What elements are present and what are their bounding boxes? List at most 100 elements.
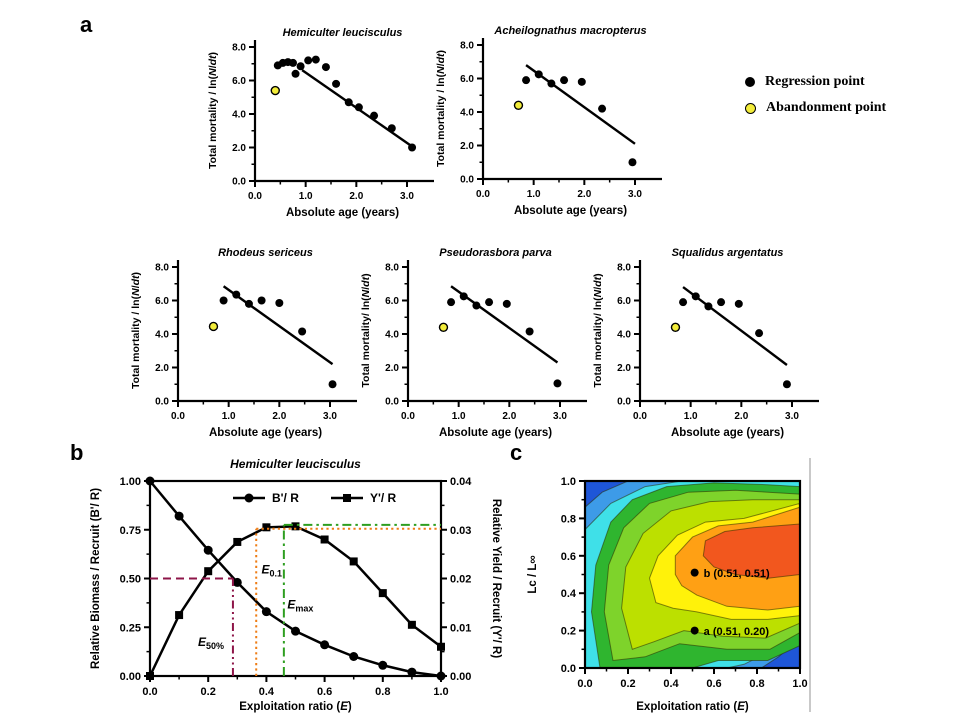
panel-label-b: b (70, 440, 84, 465)
data-point-square (378, 589, 387, 598)
x-tick-label: 2.0 (502, 411, 516, 422)
x-tick-label: 0.0 (171, 411, 185, 422)
regression-point (502, 299, 511, 308)
chart-title: Squalidus argentatus (672, 247, 784, 259)
data-point-square (349, 557, 358, 566)
regression-point (289, 58, 297, 67)
regression-point (704, 302, 713, 311)
x-tick-label: 0.0 (142, 686, 157, 698)
y-axis-label: Total mortality / ln(N/dt) (130, 272, 142, 389)
regression-points (219, 290, 337, 389)
regression-point (291, 69, 300, 78)
axes (176, 260, 357, 403)
chart-title: Hemiculter leucisculus (283, 27, 403, 39)
x-tick-label: 1.0 (222, 411, 236, 422)
x-tick-label: 0.0 (633, 411, 647, 422)
abandonment-point (270, 85, 280, 96)
y-tick-label: 0.4 (561, 588, 577, 600)
y-tick-label: 4.0 (460, 108, 474, 119)
data-point-circle (407, 667, 417, 677)
y-tick-label: 8.0 (385, 263, 399, 274)
y-tick-label: 8.0 (155, 263, 169, 274)
x-tick-label: 1.0 (433, 686, 448, 698)
regression-line (450, 285, 559, 364)
regression-point (244, 299, 253, 308)
regression-point (304, 56, 313, 65)
regression-point (447, 298, 456, 307)
scatter-plot-rhodeus-mortality: 0.0 1.0 2.0 3.0 0.0 2.0 4.0 6.0 8.0 Rhodeus seric… (130, 247, 357, 439)
data-point-square (204, 567, 213, 576)
right-axis-label: Relative Yield / Recruit (Y'/ R) (490, 499, 502, 658)
chart-title: Pseudorasbora parva (439, 247, 552, 259)
chart-acheilognathus-mortality: 0.0 1.0 2.0 3.0 0.0 2.0 4.0 6.0 8.0 Acheilognathu… (433, 24, 668, 219)
x-tick-label: 1.0 (452, 411, 466, 422)
regression-point (354, 103, 363, 112)
abandonment-point (670, 322, 681, 333)
data-point-circle (203, 545, 213, 555)
regression-point-icon (745, 77, 755, 87)
regression-point (717, 298, 726, 307)
x-tick-label: 1.0 (792, 678, 807, 690)
regression-points (522, 70, 637, 167)
y-tick-label: 6.0 (385, 296, 399, 307)
regression-point (547, 79, 556, 88)
regression-point (577, 77, 586, 86)
regression-point (598, 104, 607, 113)
data-point-circle (232, 577, 242, 587)
y-tick-label: 8.0 (232, 43, 246, 54)
scatter-plot-squalidus-mortality: 0.0 1.0 2.0 3.0 0.0 2.0 4.0 6.0 8.0 Squalidus arg… (592, 247, 819, 439)
data-point-circle (436, 671, 446, 681)
chart-pseudorasbora-mortality: 0.0 1.0 2.0 3.0 0.0 2.0 4.0 6.0 8.0 Pseudorasbora… (358, 246, 593, 441)
data-point-square (146, 672, 154, 680)
panel-label-a: a (80, 12, 93, 37)
regression-point (525, 327, 534, 336)
contour-band-8 (702, 523, 800, 579)
y-tick-label: 0.8 (561, 513, 576, 525)
x-tick-label: 3.0 (553, 411, 567, 422)
marked-point-b (690, 568, 699, 577)
x-tick-label: 1.0 (684, 411, 698, 422)
x-tick-label: 0.6 (706, 678, 721, 690)
left-tick-label: 0.00 (120, 671, 141, 683)
left-tick-label: 0.25 (120, 622, 141, 634)
left-tick-label: 0.50 (120, 574, 141, 586)
data-point-circle (145, 476, 155, 486)
marked-point-a (690, 626, 699, 635)
data-point-circle (291, 626, 300, 636)
abandonment-point-icon (745, 102, 756, 114)
x-tick-label: 1.0 (527, 189, 541, 200)
regression-point (408, 143, 417, 152)
x-axis-label: Absolute age (years) (514, 205, 627, 217)
chart-squalidus-mortality: 0.0 1.0 2.0 3.0 0.0 2.0 4.0 6.0 8.0 Squalidus arg… (590, 246, 825, 441)
regression-points (447, 292, 562, 388)
regression-point (679, 298, 688, 307)
series-line-yr (148, 525, 442, 677)
right-tick-label: 0.02 (450, 574, 471, 586)
legend-square-marker (343, 494, 351, 502)
y-tick-label: 2.0 (385, 363, 399, 374)
data-point-circle (349, 652, 359, 661)
right-tick-label: 0.01 (450, 622, 471, 634)
regression-points (679, 292, 791, 389)
y-tick-label: 4.0 (617, 330, 631, 341)
regression-point (232, 290, 241, 299)
y-tick-label: 0.0 (460, 175, 474, 186)
x-tick-label: 0.0 (476, 189, 490, 200)
y-axis-label: Total mortality / ln(N/dt) (435, 50, 447, 167)
regression-point (257, 296, 266, 305)
x-tick-label: 3.0 (400, 191, 414, 202)
data-point-circle (261, 607, 271, 617)
y-tick-label: 4.0 (385, 330, 399, 341)
y-tick-label: 6.0 (617, 296, 631, 307)
line-plot-yield-biomass-per-recruit: 0.0 0.2 0.4 0.6 0.8 1.00.000.250.500.751.000.… (90, 457, 502, 713)
x-tick-label: 0.0 (248, 191, 262, 202)
scatter-plot-hemiculter-mortality: 0.0 1.0 2.0 3.0 0.0 2.0 4.0 6.0 8.0 Hemiculter le… (207, 27, 434, 219)
data-point-square (407, 620, 416, 629)
annotation-label-E50%: E50% (198, 635, 224, 651)
y-tick-label: 4.0 (232, 110, 246, 121)
chart-hemiculter-mortality: 0.0 1.0 2.0 3.0 0.0 2.0 4.0 6.0 8.0 Hemiculter le… (205, 26, 440, 221)
x-tick-label: 3.0 (628, 189, 642, 200)
point-label-a: a (0.51, 0.20) (704, 626, 770, 638)
regression-point (344, 98, 353, 107)
